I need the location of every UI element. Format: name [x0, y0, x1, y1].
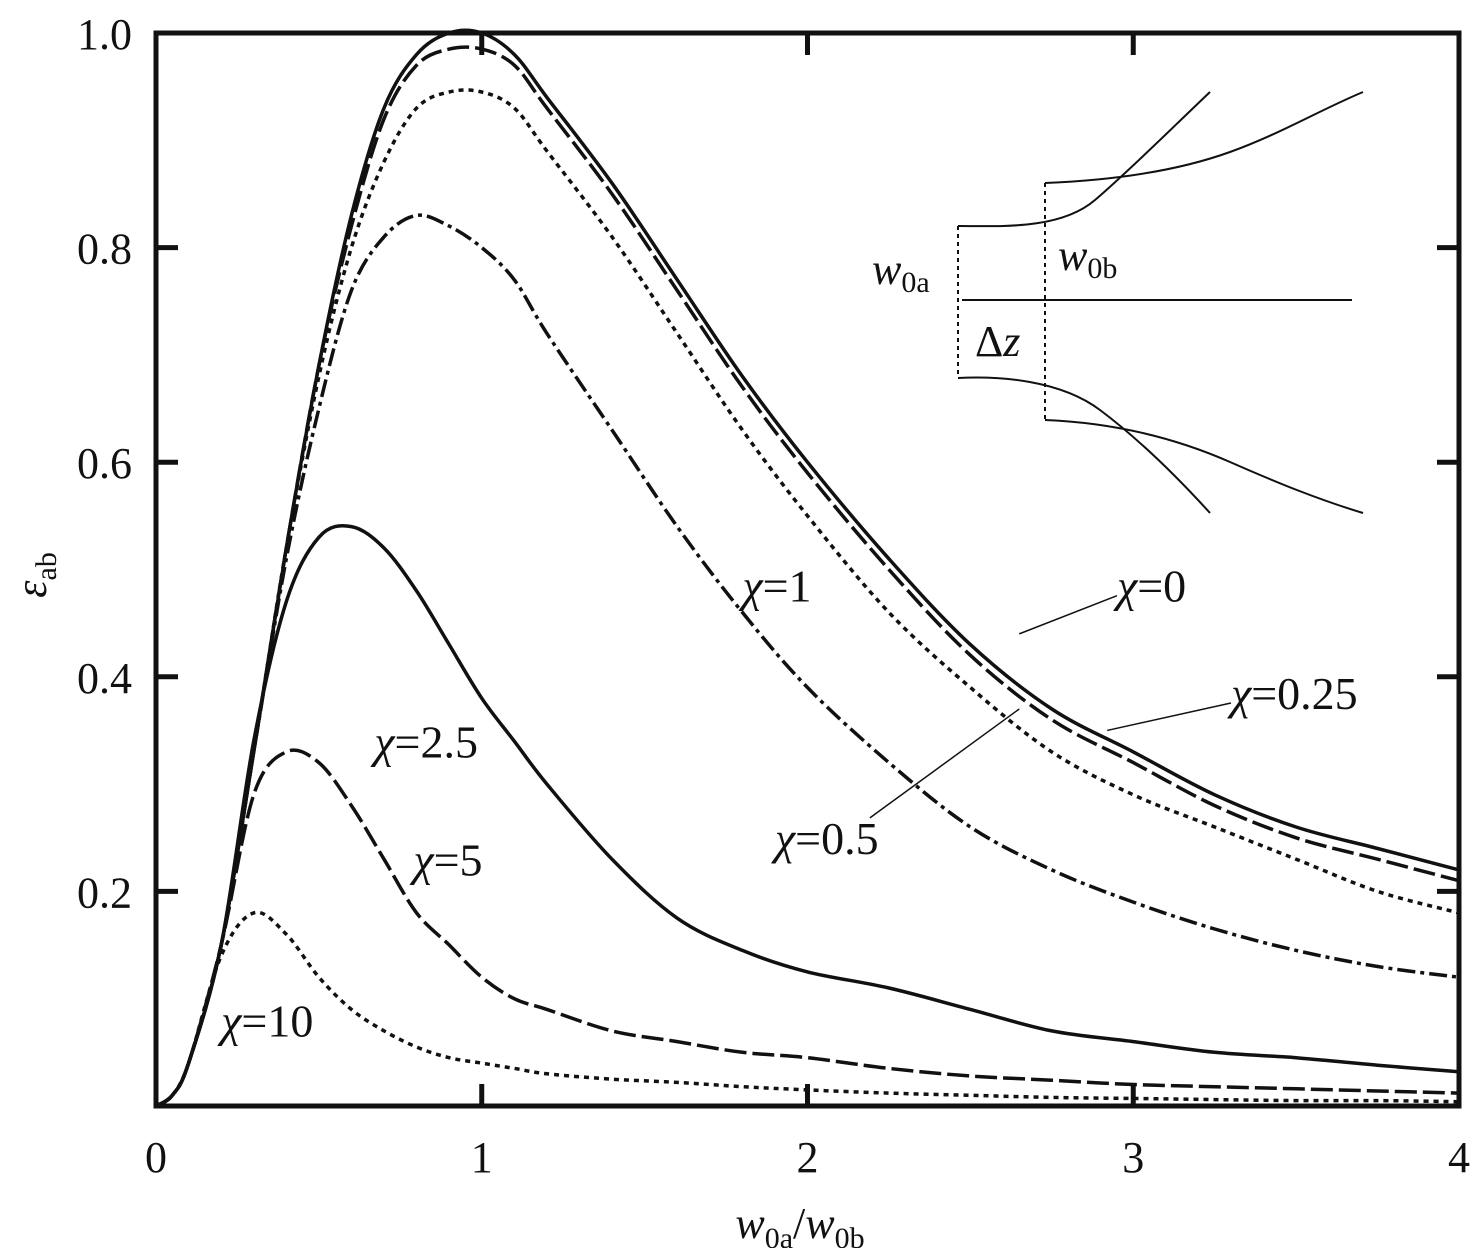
x-tick-label: 4 [1448, 1133, 1470, 1182]
inset-label-w0b: w0b [1058, 231, 1117, 285]
series-label-5: χ=5 [409, 834, 482, 885]
series-layer [155, 28, 1460, 1108]
series-label-4: χ=2.5 [370, 716, 478, 767]
series-line-4 [155, 524, 1460, 1108]
y-tick-label: 0.8 [77, 225, 132, 274]
y-tick-label: 0.2 [77, 868, 132, 917]
inset-label-delta-z: Δz [975, 317, 1020, 366]
y-tick-label: 0.6 [77, 439, 132, 488]
annotation-leader [1107, 702, 1232, 732]
axis-ticks [156, 33, 1459, 1106]
inset-beam-b-upper [1044, 91, 1364, 184]
y-tick-label: 1.0 [77, 10, 132, 59]
series-line-3 [155, 213, 1460, 1108]
series-label-2: χ=0.25 [1227, 668, 1358, 719]
series-label-3: χ=0.5 [771, 813, 879, 864]
annotation-leader [869, 708, 1020, 819]
series-line-6 [155, 910, 1460, 1108]
x-tick-label: 2 [797, 1133, 819, 1182]
x-axis-title: w0a/w0b [735, 1199, 864, 1248]
x-tick-label: 3 [1122, 1133, 1144, 1182]
series-label-0: χ=1 [738, 561, 811, 612]
annotation-layer: χ=1 χ=0 χ=0.25 χ=0.5 χ=2.5 χ=5 χ=10 [217, 561, 1358, 1047]
x-tick-label: 1 [471, 1133, 493, 1182]
annotation-leader [1018, 594, 1118, 635]
x-tick-label: 0 [145, 1133, 167, 1182]
series-line-1 [155, 45, 1460, 1108]
y-tick-label: 0.4 [77, 654, 132, 703]
inset-label-w0a: w0a [872, 245, 930, 299]
series-line-5 [155, 748, 1460, 1108]
inset-diagram: w0a w0b Δz [872, 91, 1364, 514]
series-line-2 [155, 88, 1460, 1108]
inset-beam-a-upper [957, 91, 1211, 228]
series-label-1: χ=0 [1113, 561, 1186, 612]
inset-beam-a-lower [957, 376, 1211, 514]
inset-beam-b-lower [1044, 419, 1364, 514]
tick-labels: 0 1 2 3 4 0.2 0.4 0.6 0.8 1.0 [77, 10, 1470, 1182]
y-axis-title: εab [7, 552, 63, 598]
series-label-6: χ=10 [217, 995, 313, 1046]
